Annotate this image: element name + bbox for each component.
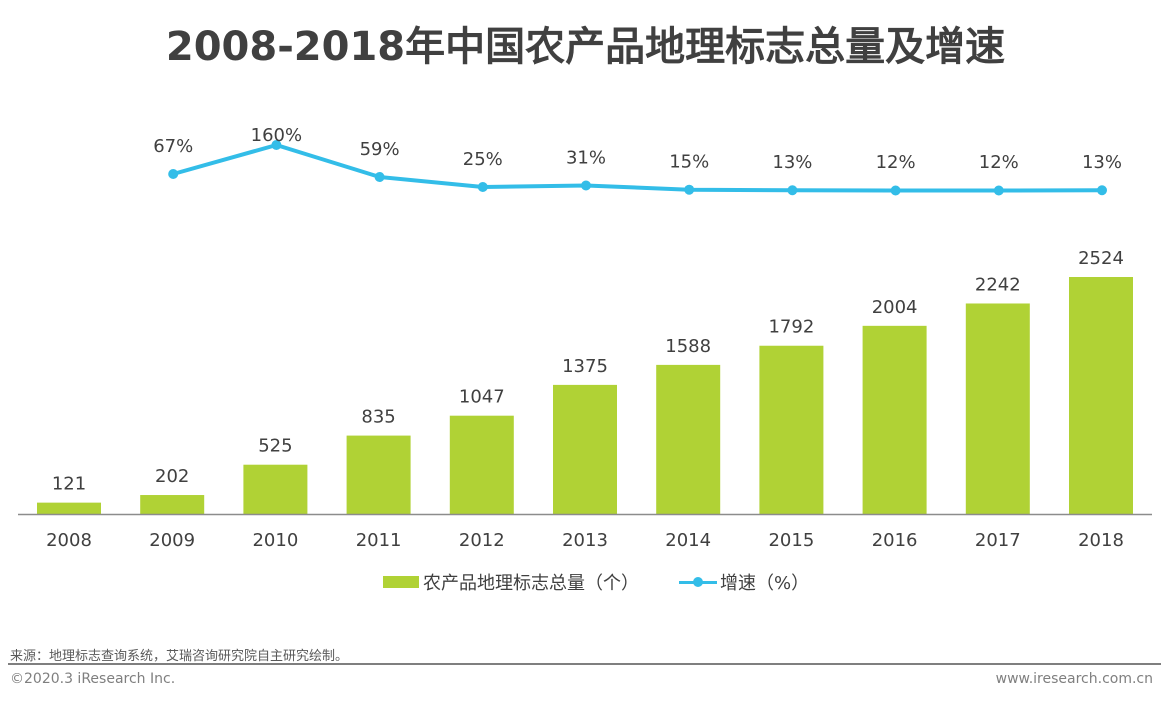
bar-series xyxy=(37,277,1133,514)
x-axis-tick-labels: 2008 2009 2010 2011 2012 2013 2014 2015 2016 2017… xyxy=(46,530,1124,551)
bar-2012 xyxy=(449,415,514,514)
bar-2008 xyxy=(37,502,101,514)
growth-label-2016: 12% xyxy=(876,152,916,173)
growth-label-2015: 13% xyxy=(772,152,812,173)
website-link[interactable]: www.iresearch.com.cn xyxy=(995,671,1153,687)
x-tick-2015: 2015 xyxy=(768,530,814,551)
growth-point-2017 xyxy=(993,185,1004,196)
growth-point-2010 xyxy=(271,140,282,150)
chart-title: 2008-2018年中国农产品地理标志总量及增速 xyxy=(165,24,1006,70)
bar-2011 xyxy=(346,435,411,514)
x-tick-2016: 2016 xyxy=(872,530,918,551)
footer-divider xyxy=(8,663,1161,665)
growth-point-2014 xyxy=(684,184,695,195)
bar-label-2011: 835 xyxy=(361,407,395,428)
growth-label-2014: 15% xyxy=(669,152,709,173)
growth-point-2015 xyxy=(787,185,798,196)
bar-label-2018: 2524 xyxy=(1078,248,1124,269)
x-tick-2017: 2017 xyxy=(975,530,1021,551)
growth-label-2012: 25% xyxy=(463,149,503,170)
growth-label-2010: 160% xyxy=(251,125,302,146)
bar-label-2016: 2004 xyxy=(872,297,918,318)
bar-2009 xyxy=(140,495,205,514)
growth-label-2018: 13% xyxy=(1082,152,1122,173)
growth-label-2009: 67% xyxy=(153,136,193,157)
x-tick-2013: 2013 xyxy=(562,530,608,551)
growth-line xyxy=(172,143,1103,193)
x-tick-2014: 2014 xyxy=(665,530,711,551)
growth-label-2011: 59% xyxy=(360,139,400,160)
bar-label-2015: 1792 xyxy=(768,317,814,338)
x-tick-2018: 2018 xyxy=(1078,530,1124,551)
growth-point-2016 xyxy=(890,185,901,196)
bar-2013 xyxy=(553,384,617,514)
growth-point-2012 xyxy=(477,182,488,192)
legend: 农产品地理标志总量（个） 增速（%） xyxy=(383,568,809,596)
bar-2018 xyxy=(1069,277,1133,514)
x-tick-2012: 2012 xyxy=(459,530,505,551)
bar-2016 xyxy=(862,325,927,514)
bar-2010 xyxy=(243,464,308,514)
bar-data-labels: 121 202 525 835 1047 1375 1588 1792 2004 2242 2524 xyxy=(52,248,1124,495)
x-tick-2009: 2009 xyxy=(149,530,195,551)
growth-label-2013: 31% xyxy=(566,148,606,169)
legend-line-label: 增速（%） xyxy=(720,573,810,594)
bar-label-2017: 2242 xyxy=(975,274,1021,295)
x-tick-2008: 2008 xyxy=(46,530,92,551)
legend-bar-label: 农产品地理标志总量（个） xyxy=(423,573,639,594)
bar-label-2013: 1375 xyxy=(562,356,608,377)
legend-bar-swatch xyxy=(383,576,419,588)
bar-label-2008: 121 xyxy=(52,474,86,495)
source-note: 来源：地理标志查询系统，艾瑞咨询研究院自主研究绘制。 xyxy=(10,649,349,664)
growth-point-2018 xyxy=(1097,185,1107,196)
bar-2015 xyxy=(759,345,824,514)
bar-2017 xyxy=(965,303,1030,514)
growth-line-series xyxy=(168,140,1107,196)
bar-2014 xyxy=(656,364,721,514)
x-tick-2011: 2011 xyxy=(356,530,402,551)
bar-label-2012: 1047 xyxy=(459,387,505,408)
x-tick-2010: 2010 xyxy=(252,530,298,551)
growth-point-2013 xyxy=(581,180,591,191)
bar-label-2009: 202 xyxy=(155,466,189,487)
growth-point-2011 xyxy=(374,172,385,182)
growth-label-2017: 12% xyxy=(979,152,1019,173)
bar-label-2010: 525 xyxy=(258,436,292,457)
legend-line-swatch xyxy=(679,575,717,589)
growth-point-2009 xyxy=(168,169,179,179)
copyright: ©2020.3 iResearch Inc. xyxy=(10,671,176,687)
growth-data-labels: 67% 160% 59% 25% 31% 15% 13% 12% 12% 13% xyxy=(153,125,1122,173)
bar-label-2014: 1588 xyxy=(665,336,711,357)
